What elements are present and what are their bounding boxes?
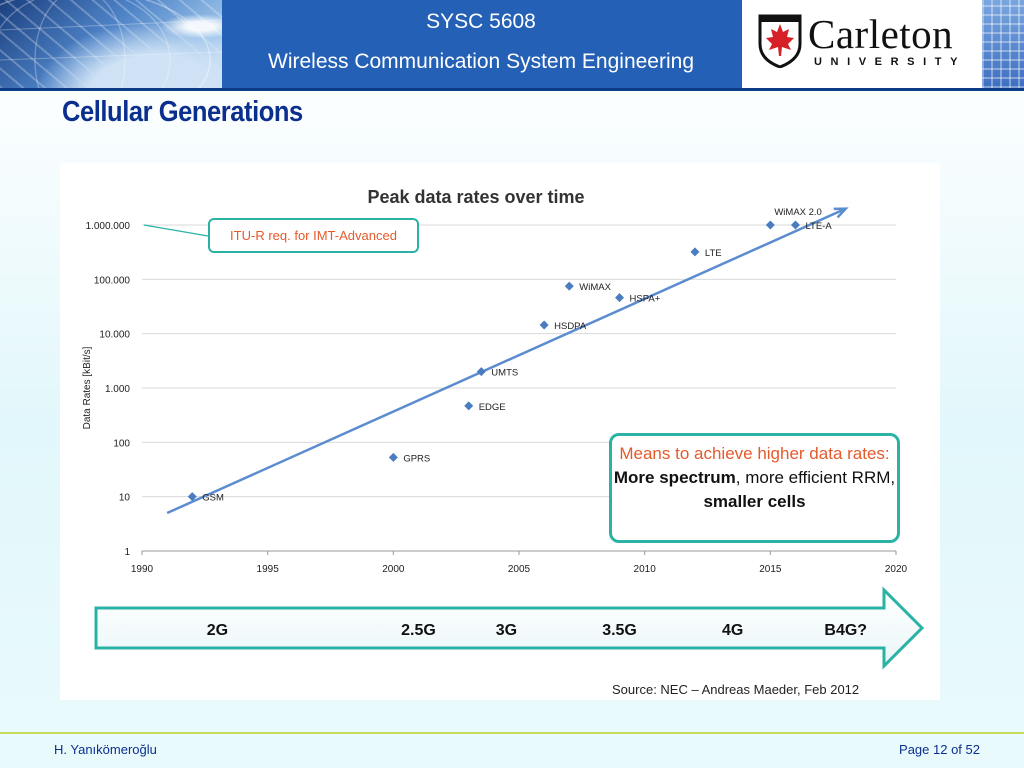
logo-subtitle: UNIVERSITY: [814, 56, 967, 68]
data-label: GPRS: [403, 453, 430, 464]
data-point-umts: [476, 367, 486, 377]
generation-label: 3G: [496, 622, 517, 639]
footer-page-number: Page 12 of 52: [899, 742, 980, 757]
data-point-wimax-2-0: [765, 220, 775, 230]
generation-label: 4G: [722, 622, 743, 639]
data-point-edge: [464, 401, 474, 411]
chart-svg: Peak data rates over time 1 10 100 1.000 10.0…: [82, 187, 925, 670]
y-tick-label: 1.000.000: [86, 221, 131, 232]
y-tick-label: 100: [113, 438, 130, 449]
slide-title: Cellular Generations: [62, 96, 303, 128]
globe-grid-icon: [0, 0, 222, 88]
y-tick-label: 1: [124, 547, 130, 558]
header-divider: [0, 88, 1024, 91]
callout-bold-spectrum: More spectrum: [613, 468, 736, 487]
trend-arrowhead: [833, 207, 849, 219]
itur-leader-line: [143, 224, 209, 237]
x-tick-label: 1990: [131, 564, 154, 575]
globe-image: [0, 0, 222, 88]
data-label: WiMAX: [579, 282, 611, 293]
university-logo: Carleton UNIVERSITY: [742, 0, 982, 88]
logo-wordmark: Carleton: [808, 11, 954, 57]
callout-body: More spectrum, more efficient RRM, small…: [612, 466, 897, 514]
x-tick-label: 2010: [634, 564, 657, 575]
footer-author: H. Yanıkömeroğlu: [54, 742, 157, 757]
data-point-gsm: [187, 492, 197, 502]
y-tick-label: 100.000: [94, 275, 131, 286]
shield-icon: [758, 14, 802, 68]
generation-label: B4G?: [824, 622, 867, 639]
x-tick-label: 2020: [885, 564, 908, 575]
x-tick-label: 2015: [759, 564, 782, 575]
callout-middle-text: , more efficient RRM,: [735, 468, 896, 487]
data-label: UMTS: [491, 368, 518, 379]
chart-title: Peak data rates over time: [367, 187, 584, 207]
footer-divider: [0, 732, 1024, 734]
source-note: Source: NEC – Andreas Maeder, Feb 2012: [612, 682, 860, 697]
callout-heading: Means to achieve higher data rates:: [619, 444, 890, 463]
generation-label: 3.5G: [602, 622, 637, 639]
callout-bold-cells: smaller cells: [703, 492, 806, 511]
data-label: EDGE: [479, 402, 506, 413]
data-point-gprs: [388, 452, 398, 462]
data-point-hspa-: [615, 293, 625, 303]
y-tick-label: 1.000: [105, 384, 130, 395]
generations-arrow: [94, 586, 925, 670]
trend-line: [166, 207, 847, 515]
data-label: GSM: [202, 493, 224, 504]
data-point-hsdpa: [539, 320, 549, 330]
generation-label: 2G: [207, 622, 228, 639]
data-label: LTE: [705, 248, 722, 259]
y-tick-label: 10: [119, 493, 131, 504]
y-axis-label: Data Rates [kBit/s]: [82, 346, 93, 429]
course-code: SYSC 5608: [426, 10, 536, 33]
course-name: Wireless Communication System Engineerin…: [268, 50, 694, 73]
x-tick-label: 1995: [257, 564, 280, 575]
callout-box: Means to achieve higher data rates: More…: [609, 433, 900, 543]
x-tick-label: 2000: [382, 564, 405, 575]
data-label: HSPA+: [630, 294, 661, 305]
chart-panel: Peak data rates over time 1 10 100 1.000 10.0…: [60, 163, 940, 700]
header-bar: SYSC 5608 Wireless Communication System …: [0, 0, 1024, 88]
generation-label: 2.5G: [401, 622, 436, 639]
data-point-wimax: [564, 281, 574, 291]
data-label: HSDPA: [554, 321, 587, 332]
data-label: LTE-A: [805, 221, 832, 232]
data-label: WiMAX 2.0: [774, 207, 822, 218]
y-tick-label: 10.000: [99, 330, 130, 341]
data-point-lte-a: [790, 220, 800, 230]
x-tick-label: 2005: [508, 564, 531, 575]
circuit-image: [982, 0, 1024, 88]
data-point-lte: [690, 247, 700, 257]
itur-annotation: ITU-R req. for IMT-Advanced: [208, 218, 419, 253]
